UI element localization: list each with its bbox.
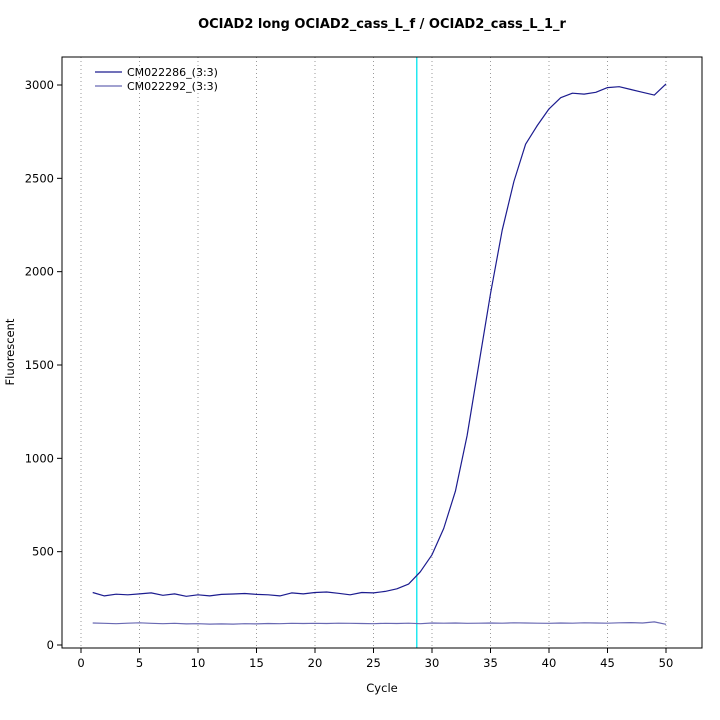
x-tick-label: 0 [77, 656, 84, 670]
legend-label: CM022286_(3:3) [127, 66, 218, 79]
y-tick-label: 500 [32, 545, 54, 559]
gridlines [80, 57, 667, 648]
x-tick-label: 20 [308, 656, 323, 670]
x-tick-label: 30 [425, 656, 440, 670]
y-tick-label: 2500 [25, 171, 54, 185]
y-axis: 0 500 1000 1500 2000 2500 3000 [25, 78, 62, 652]
x-axis: 0 5 10 15 20 25 30 35 40 45 50 [77, 648, 673, 670]
y-tick-label: 1000 [25, 451, 54, 465]
y-tick-label: 1500 [25, 358, 54, 372]
legend-label: CM022292_(3:3) [127, 80, 218, 93]
y-axis-label: Fluorescent [3, 318, 17, 385]
x-tick-label: 5 [136, 656, 143, 670]
x-tick-label: 25 [366, 656, 381, 670]
plot-border [61, 56, 703, 649]
x-tick-label: 40 [542, 656, 557, 670]
x-tick-label: 45 [600, 656, 615, 670]
y-tick-label: 3000 [25, 78, 54, 92]
x-axis-label: Cycle [366, 681, 397, 695]
y-tick-label: 2000 [25, 265, 54, 279]
x-tick-label: 10 [191, 656, 206, 670]
series-line-0 [92, 83, 667, 597]
legend: CM022286_(3:3)CM022292_(3:3) [95, 66, 218, 93]
x-tick-label: 15 [249, 656, 264, 670]
page-title: OCIAD2 long OCIAD2_cass_L_f / OCIAD2_cas… [198, 17, 566, 32]
series-line-1 [92, 621, 667, 625]
x-tick-label: 50 [659, 656, 674, 670]
y-tick-label: 0 [47, 638, 54, 652]
x-tick-label: 35 [483, 656, 498, 670]
